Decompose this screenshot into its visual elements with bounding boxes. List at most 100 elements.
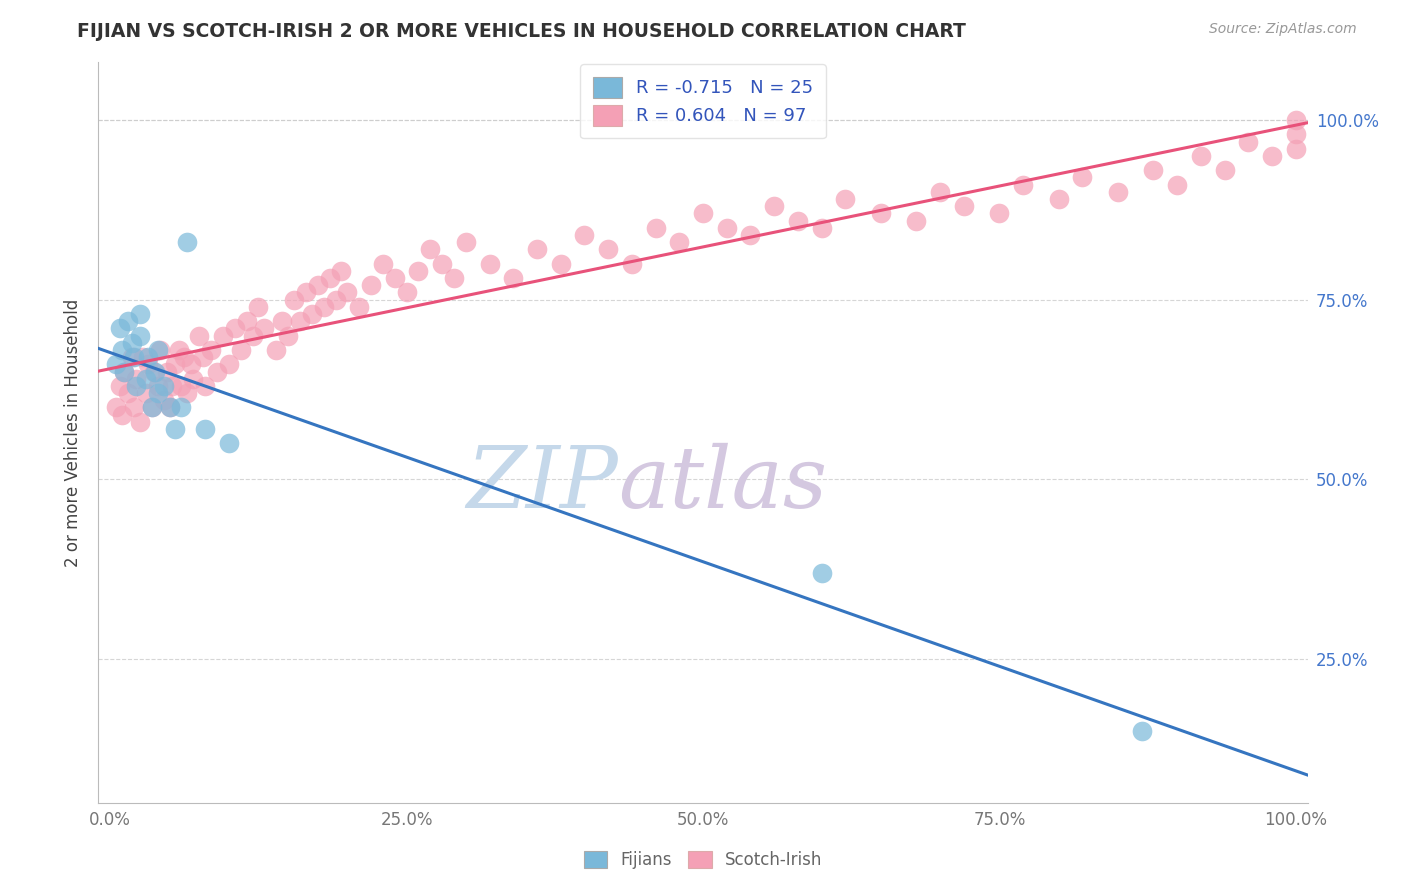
Point	[1285, 128, 1308, 142]
Point	[188, 328, 211, 343]
Point	[136, 357, 159, 371]
Text: ZIP: ZIP	[467, 443, 619, 525]
Point	[283, 293, 305, 307]
Point	[125, 379, 148, 393]
Point	[336, 285, 359, 300]
Point	[108, 321, 131, 335]
Point	[146, 386, 169, 401]
Point	[111, 343, 134, 357]
Point	[395, 285, 418, 300]
Point	[307, 278, 329, 293]
Point	[419, 243, 441, 257]
Point	[502, 271, 524, 285]
Point	[141, 401, 163, 415]
Point	[271, 314, 294, 328]
Point	[235, 314, 257, 328]
Point	[111, 408, 134, 422]
Point	[205, 365, 228, 379]
Point	[408, 264, 430, 278]
Point	[810, 566, 832, 580]
Point	[132, 350, 155, 364]
Point	[550, 257, 572, 271]
Point	[318, 271, 340, 285]
Point	[170, 379, 193, 393]
Point	[176, 386, 198, 401]
Text: Source: ZipAtlas.com: Source: ZipAtlas.com	[1209, 22, 1357, 37]
Point	[143, 365, 166, 379]
Point	[146, 379, 169, 393]
Point	[295, 285, 318, 300]
Point	[834, 192, 856, 206]
Legend: Fijians, Scotch-Irish: Fijians, Scotch-Irish	[576, 845, 830, 876]
Point	[692, 206, 714, 220]
Point	[149, 343, 172, 357]
Point	[810, 220, 832, 235]
Point	[117, 314, 139, 328]
Point	[224, 321, 246, 335]
Point	[443, 271, 465, 285]
Point	[194, 422, 217, 436]
Point	[763, 199, 786, 213]
Point	[122, 401, 145, 415]
Text: FIJIAN VS SCOTCH-IRISH 2 OR MORE VEHICLES IN HOUSEHOLD CORRELATION CHART: FIJIAN VS SCOTCH-IRISH 2 OR MORE VEHICLE…	[77, 22, 966, 41]
Point	[229, 343, 252, 357]
Point	[1189, 149, 1212, 163]
Point	[146, 343, 169, 357]
Point	[159, 401, 181, 415]
Point	[264, 343, 287, 357]
Point	[160, 379, 183, 393]
Point	[620, 257, 643, 271]
Point	[125, 372, 148, 386]
Point	[786, 213, 808, 227]
Point	[121, 335, 143, 350]
Point	[347, 300, 370, 314]
Point	[1166, 178, 1188, 192]
Point	[330, 264, 353, 278]
Point	[384, 271, 406, 285]
Point	[129, 307, 152, 321]
Point	[191, 350, 214, 364]
Point	[122, 350, 145, 364]
Y-axis label: 2 or more Vehicles in Household: 2 or more Vehicles in Household	[65, 299, 83, 566]
Point	[301, 307, 323, 321]
Point	[1261, 149, 1284, 163]
Point	[360, 278, 382, 293]
Point	[176, 235, 198, 249]
Point	[108, 379, 131, 393]
Point	[114, 365, 136, 379]
Point	[325, 293, 347, 307]
Point	[1012, 178, 1035, 192]
Point	[1130, 723, 1153, 738]
Point	[1142, 163, 1164, 178]
Point	[988, 206, 1011, 220]
Point	[929, 185, 952, 199]
Point	[200, 343, 222, 357]
Point	[165, 357, 187, 371]
Point	[180, 357, 202, 371]
Point	[152, 393, 174, 408]
Point	[1107, 185, 1129, 199]
Point	[1213, 163, 1236, 178]
Point	[1285, 142, 1308, 156]
Point	[598, 243, 620, 257]
Point	[105, 401, 128, 415]
Point	[165, 422, 187, 436]
Point	[129, 415, 152, 429]
Point	[143, 365, 166, 379]
Point	[170, 401, 193, 415]
Point	[141, 401, 163, 415]
Point	[117, 386, 139, 401]
Point	[181, 372, 204, 386]
Point	[905, 213, 928, 227]
Point	[135, 372, 157, 386]
Point	[288, 314, 311, 328]
Point	[644, 220, 666, 235]
Point	[253, 321, 276, 335]
Point	[121, 350, 143, 364]
Point	[194, 379, 217, 393]
Point	[114, 365, 136, 379]
Point	[740, 227, 762, 242]
Point	[218, 357, 240, 371]
Point	[247, 300, 270, 314]
Point	[212, 328, 235, 343]
